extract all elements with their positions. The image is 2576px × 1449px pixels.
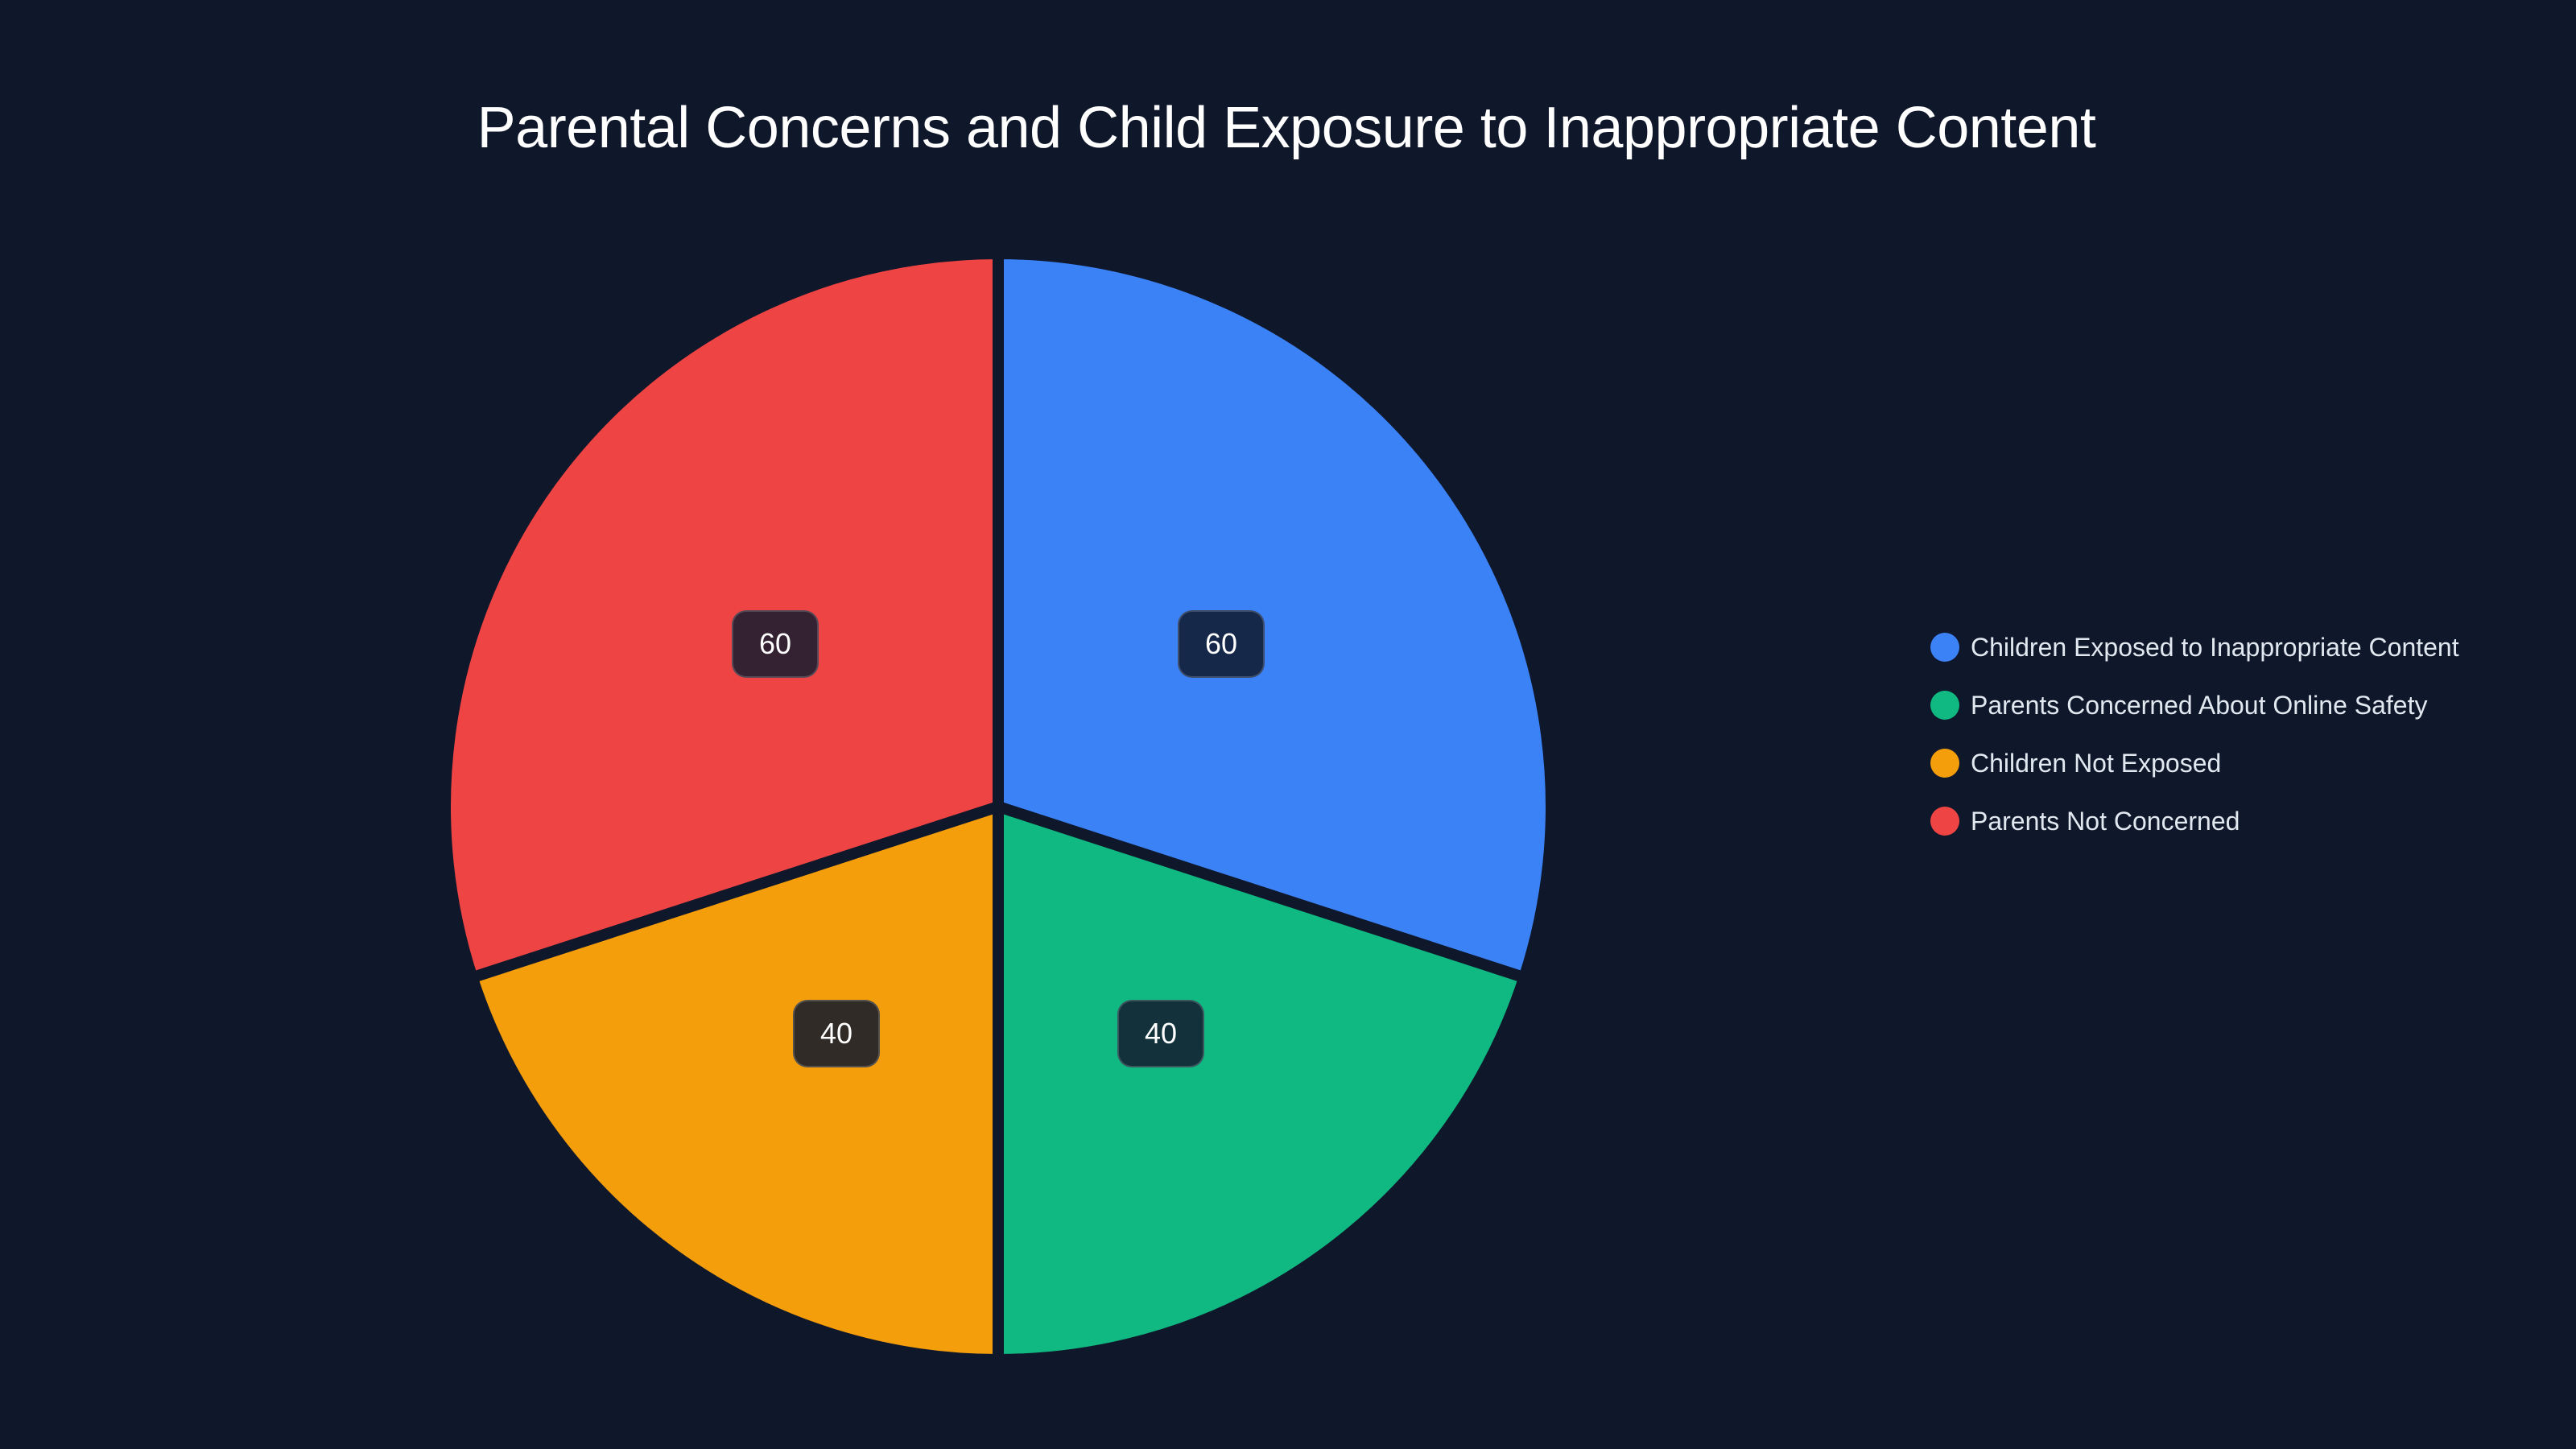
chart-title: Parental Concerns and Child Exposure to …	[477, 96, 2096, 160]
slice-parents-not-concerned[interactable]	[440, 248, 1004, 984]
slice-children-exposed[interactable]	[993, 248, 1558, 984]
legend-item-parents-concerned[interactable]: Parents Concerned About Online Safety	[1930, 676, 2459, 734]
data-label-children-not-exposed: 40	[793, 1000, 880, 1067]
legend-swatch-icon	[1930, 807, 1959, 836]
legend-swatch-icon	[1930, 749, 1959, 778]
legend-label: Parents Not Concerned	[1971, 806, 2240, 836]
legend-swatch-icon	[1930, 633, 1959, 662]
data-label-parents-not-concerned: 60	[732, 610, 819, 678]
legend-label: Parents Concerned About Online Safety	[1971, 690, 2428, 720]
legend-item-children-exposed[interactable]: Children Exposed to Inappropriate Conten…	[1930, 618, 2459, 676]
slice-children-not-exposed[interactable]	[466, 801, 1004, 1365]
legend-item-parents-not-concerned[interactable]: Parents Not Concerned	[1930, 792, 2459, 850]
legend-label: Children Not Exposed	[1971, 748, 2222, 778]
legend: Children Exposed to Inappropriate Conten…	[1930, 618, 2459, 850]
legend-label: Children Exposed to Inappropriate Conten…	[1971, 632, 2459, 662]
slice-parents-concerned[interactable]	[993, 801, 1530, 1365]
data-label-parents-concerned: 40	[1117, 1000, 1204, 1067]
data-label-children-exposed: 60	[1178, 610, 1265, 678]
legend-swatch-icon	[1930, 691, 1959, 720]
legend-item-children-not-exposed[interactable]: Children Not Exposed	[1930, 734, 2459, 792]
